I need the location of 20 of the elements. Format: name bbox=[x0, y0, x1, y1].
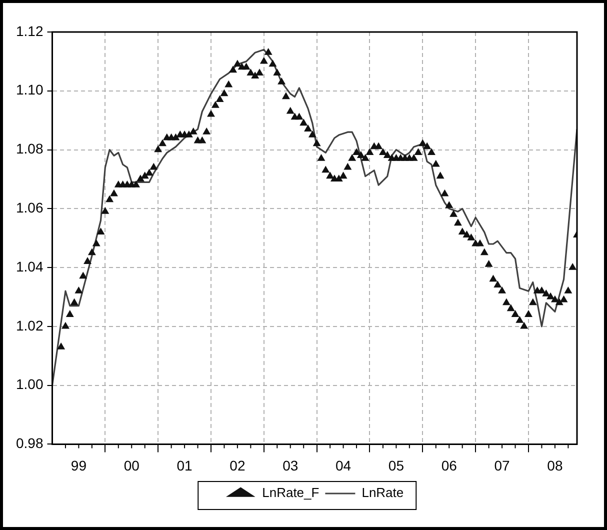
y-tick-label: 1.10 bbox=[16, 82, 44, 98]
x-tick-label: 03 bbox=[282, 457, 298, 474]
legend-label: LnRate_F bbox=[262, 485, 320, 500]
y-tick-label: 1.08 bbox=[16, 140, 44, 157]
y-tick-label: 1.06 bbox=[16, 200, 44, 216]
y-tick-label: 1.00 bbox=[16, 376, 44, 392]
x-tick-label: 06 bbox=[441, 457, 458, 474]
x-tick-label: 07 bbox=[494, 457, 510, 474]
y-tick-label: 1.02 bbox=[16, 317, 44, 334]
y-tick-label: 1.12 bbox=[16, 22, 44, 39]
x-tick-label: 02 bbox=[230, 457, 246, 474]
x-tick-label: 05 bbox=[388, 457, 404, 474]
x-tick-label: 08 bbox=[547, 457, 563, 474]
x-tick-label: 04 bbox=[336, 457, 352, 474]
y-tick-label: 0.98 bbox=[16, 435, 44, 452]
y-tick-label: 1.04 bbox=[16, 258, 44, 274]
x-tick-label: 01 bbox=[176, 457, 193, 474]
x-tick-label: 99 bbox=[70, 457, 87, 474]
legend-label: LnRate bbox=[362, 485, 404, 500]
x-tick-label: 00 bbox=[124, 457, 140, 474]
